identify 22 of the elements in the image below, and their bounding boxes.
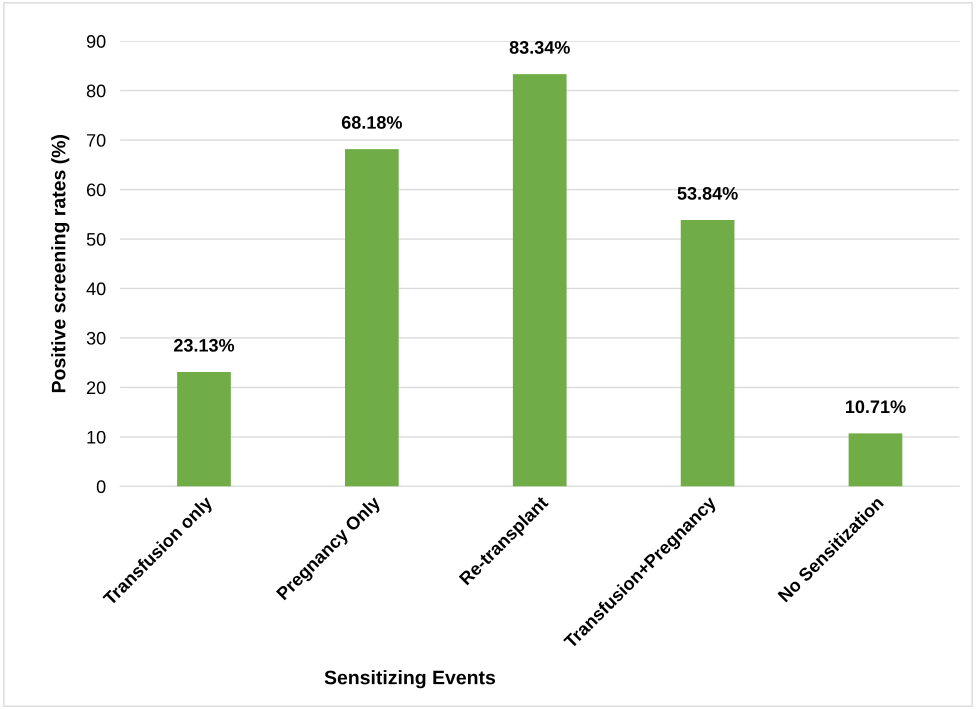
- bar: [512, 74, 567, 486]
- bar: [848, 433, 902, 486]
- y-tick-label: 80: [86, 84, 106, 98]
- y-tick-label: 40: [86, 282, 106, 296]
- data-label: 23.13%: [174, 338, 234, 352]
- data-label: 68.18%: [342, 116, 402, 129]
- data-label: 83.34%: [510, 41, 570, 54]
- y-tick-label: 30: [86, 332, 106, 345]
- data-label: 53.84%: [678, 186, 738, 200]
- y-axis-title: Positive screening rates (%): [51, 135, 70, 392]
- bar: [177, 372, 231, 486]
- y-tick-label: 20: [86, 381, 106, 394]
- data-label: 10.71%: [846, 400, 906, 414]
- y-tick-label: 50: [86, 232, 106, 246]
- y-tick-label: 0: [96, 480, 106, 494]
- bar: [344, 149, 399, 486]
- bar: [680, 220, 734, 486]
- y-tick-label: 70: [87, 134, 106, 147]
- y-tick-label: 60: [86, 183, 106, 196]
- y-tick-label: 90: [86, 35, 106, 48]
- x-axis-title: Sensitizing Events: [324, 670, 496, 688]
- y-tick-label: 10: [87, 430, 106, 444]
